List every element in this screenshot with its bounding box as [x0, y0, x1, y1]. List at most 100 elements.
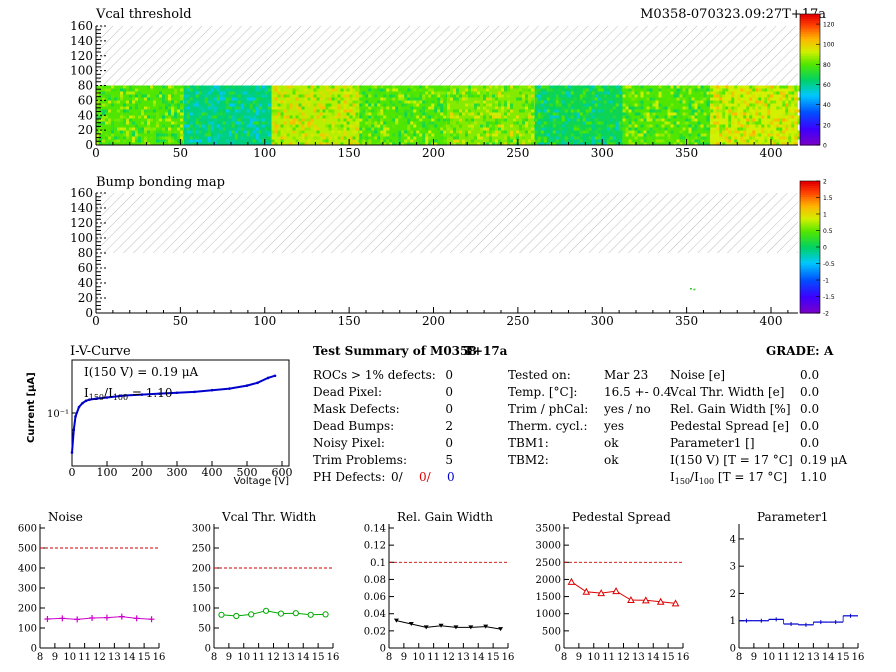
pixel-cell	[422, 109, 426, 113]
colorbar-segment	[800, 229, 820, 233]
pixel-cell	[135, 124, 138, 128]
pixel-cell	[362, 121, 366, 125]
pixel-cell	[688, 115, 692, 119]
pixel-cell	[456, 115, 459, 119]
pixel-cell	[292, 88, 296, 92]
pixel-cell	[507, 103, 510, 107]
pixel-cell	[743, 142, 747, 146]
pixel-cell	[325, 142, 329, 146]
pixel-cell	[640, 121, 644, 125]
pixel-cell	[207, 139, 211, 143]
pixel-cell	[483, 106, 486, 110]
pixel-cell	[322, 85, 326, 89]
pixel-cell	[401, 130, 405, 134]
chart-title: Vcal Thr. Width	[221, 510, 316, 524]
pixel-cell	[355, 88, 359, 92]
colorbar-segment	[800, 233, 820, 237]
pixel-cell	[204, 97, 208, 101]
pixel-cell	[501, 88, 504, 92]
pixel-cell	[537, 115, 541, 119]
pixel-cell	[198, 106, 202, 110]
pixel-cell	[546, 118, 550, 122]
pixel-cell	[618, 106, 622, 110]
pixel-cell	[706, 97, 710, 101]
parameter-value: 0.0	[800, 436, 819, 450]
pixel-cell	[177, 130, 180, 134]
pixel-cell	[456, 88, 459, 92]
pixel-cell	[380, 142, 384, 146]
colorbar-segment	[800, 38, 820, 41]
pixel-cell	[582, 115, 586, 119]
pixel-cell	[337, 130, 341, 134]
pixel-cell	[349, 97, 353, 101]
pixel-cell	[392, 118, 396, 122]
pixel-cell	[371, 115, 375, 119]
chart-x-tick-label: 12	[267, 652, 280, 663]
pixel-cell	[453, 94, 456, 98]
pixel-cell	[234, 106, 238, 110]
pixel-cell	[628, 106, 632, 110]
pixel-cell	[492, 115, 495, 119]
pixel-cell	[96, 133, 99, 137]
pixel-cell	[606, 88, 610, 92]
pixel-cell	[570, 94, 574, 98]
pixel-cell	[734, 130, 738, 134]
pixel-cell	[352, 112, 356, 116]
pixel-cell	[258, 88, 262, 92]
pixel-cell	[776, 91, 780, 95]
pixel-cell	[228, 106, 232, 110]
pixel-cell	[398, 91, 402, 95]
iv-x-tick-label: 0	[69, 466, 76, 479]
pixel-cell	[625, 112, 629, 116]
pixel-cell	[591, 94, 595, 98]
pixel-cell	[628, 88, 632, 92]
pixel-cell	[576, 139, 580, 143]
pixel-cell	[767, 97, 771, 101]
parameter-label: I(150 V) [T = 17 °C]	[670, 453, 793, 467]
pixel-cell	[552, 118, 556, 122]
pixel-cell	[667, 115, 671, 119]
pixel-cell	[640, 103, 644, 107]
pixel-cell	[225, 97, 229, 101]
pixel-cell	[129, 118, 132, 122]
pixel-cell	[180, 118, 183, 122]
pixel-cell	[280, 94, 284, 98]
colorbar-segment	[800, 196, 820, 200]
pixel-cell	[105, 118, 108, 122]
pixel-cell	[410, 106, 414, 110]
colorbar-segment	[800, 194, 820, 197]
pixel-cell	[594, 121, 598, 125]
pixel-cell	[558, 94, 562, 98]
pixel-cell	[519, 97, 522, 101]
pixel-cell	[531, 112, 534, 116]
pixel-cell	[725, 139, 729, 143]
pixel-cell	[606, 85, 610, 89]
pixel-cell	[401, 97, 405, 101]
pixel-cell	[398, 97, 402, 101]
pixel-cell	[528, 112, 531, 116]
colorbar-segment	[800, 200, 820, 204]
pixel-cell	[740, 136, 744, 140]
pixel-cell	[498, 109, 501, 113]
pixel-cell	[120, 97, 123, 101]
pixel-cell	[688, 130, 692, 134]
chart-point	[218, 611, 225, 618]
pixel-cell	[135, 139, 138, 143]
chart-x-tick-label: 9	[52, 652, 58, 663]
pixel-cell	[513, 85, 516, 89]
pixel-cell	[380, 130, 384, 134]
pixel-cell	[679, 136, 683, 140]
pixel-cell	[588, 88, 592, 92]
pixel-cell	[564, 139, 568, 143]
pixel-cell	[471, 112, 474, 116]
pixel-cell	[368, 106, 372, 110]
pixel-cell	[776, 118, 780, 122]
pixel-cell	[492, 94, 495, 98]
pixel-cell	[474, 121, 477, 125]
pixel-cell	[183, 115, 187, 119]
chart-y-tick-label: 2000	[536, 575, 561, 586]
pixel-cell	[355, 130, 359, 134]
pixel-cell	[162, 112, 165, 116]
pixel-cell	[495, 97, 498, 101]
